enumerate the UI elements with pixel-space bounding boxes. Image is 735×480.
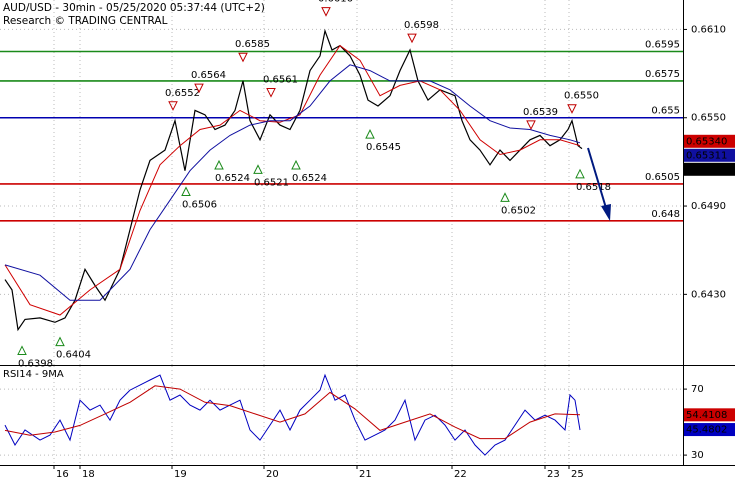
value-box	[684, 408, 735, 422]
chart-subtitle: Research © TRADING CENTRAL	[3, 15, 168, 27]
low-label: 0.6545	[366, 142, 401, 153]
y-tick-label: 0.6490	[691, 201, 726, 212]
high-label: 0.6561	[263, 75, 298, 86]
high-label: 0.6550	[564, 91, 599, 102]
level-label: 0.648	[651, 209, 680, 220]
value-box	[684, 162, 735, 176]
high-label: 0.6616	[318, 0, 353, 5]
chart-title: AUD/USD - 30min - 05/25/2020 05:37:44 (U…	[3, 2, 265, 14]
high-label: 0.6564	[191, 70, 226, 81]
x-tick-label: 20	[266, 469, 279, 480]
low-marker	[17, 345, 27, 355]
low-label: 0.6502	[501, 205, 536, 216]
y-tick-label: 0.6610	[691, 24, 726, 35]
forecast-arrowhead	[601, 204, 611, 221]
low-marker	[181, 186, 191, 196]
high-marker	[238, 52, 248, 63]
x-tick-label: 23	[547, 469, 560, 480]
y-tick-label: 30	[691, 450, 704, 461]
low-label: 0.6398	[18, 358, 53, 369]
high-marker	[194, 83, 204, 94]
value-box-label: 45.4802	[686, 425, 727, 436]
low-label: 0.6404	[56, 350, 91, 361]
high-label: 0.6585	[235, 39, 270, 50]
x-tick-label: 19	[174, 469, 187, 480]
high-marker	[407, 33, 417, 44]
x-tick-label: 18	[82, 469, 95, 480]
high-marker	[168, 101, 178, 111]
level-label: 0.6505	[645, 172, 680, 183]
value-box-label: 0.65340	[686, 136, 727, 147]
high-label: 0.6552	[165, 88, 200, 99]
level-label: 0.655	[651, 106, 680, 117]
x-tick-label: 22	[454, 469, 467, 480]
series-line	[4, 373, 581, 456]
low-marker	[214, 159, 224, 170]
low-label: 0.6506	[182, 200, 217, 211]
high-marker	[526, 120, 536, 131]
low-marker	[55, 336, 65, 347]
y-tick-label: 70	[691, 384, 704, 395]
high-marker	[321, 7, 331, 17]
high-marker	[567, 104, 577, 114]
high-label: 0.6539	[523, 107, 558, 118]
value-box-label: 54.4108	[686, 410, 727, 421]
high-marker	[266, 88, 276, 98]
low-marker	[575, 168, 585, 179]
value-box	[684, 134, 735, 148]
low-marker	[253, 164, 263, 174]
value-box	[684, 423, 735, 437]
level-label: 0.6575	[645, 69, 680, 80]
series-line	[4, 385, 581, 440]
low-label: 0.6524	[292, 173, 327, 184]
value-box	[684, 148, 735, 162]
series-line	[4, 44, 581, 316]
panel-title: RSI14 - 9MA	[3, 369, 64, 380]
series-line	[4, 64, 581, 301]
value-box-label: 0.65311	[686, 150, 727, 161]
low-label: 0.6524	[215, 173, 250, 184]
low-marker	[365, 128, 375, 139]
high-label: 0.6598	[404, 20, 439, 31]
level-label: 0.6595	[645, 40, 680, 51]
low-label: 0.6518	[576, 182, 611, 193]
x-tick-label: 25	[571, 469, 584, 480]
low-label: 0.6521	[254, 177, 289, 188]
y-tick-label: 0.6430	[691, 289, 726, 300]
forecast-arrow	[587, 147, 607, 209]
low-marker	[291, 159, 301, 170]
value-box-label: 0.65304	[686, 164, 727, 175]
y-tick-label: 0.6550	[691, 113, 726, 124]
x-tick-label: 16	[56, 469, 69, 480]
x-tick-label: 21	[359, 469, 372, 480]
low-marker	[500, 192, 510, 202]
series-line	[4, 28, 583, 332]
